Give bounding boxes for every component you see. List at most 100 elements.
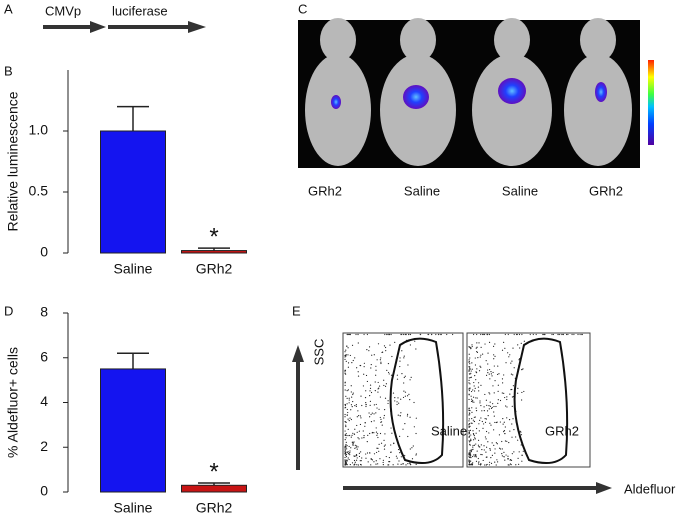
event-dot [497,390,499,392]
y-tick-label: 4 [40,393,48,409]
event-dot [379,416,381,419]
event-dot [487,352,489,354]
event-dot [469,363,471,365]
event-dot [468,441,471,443]
event-dot [388,373,390,375]
event-dot [359,415,362,417]
event-dot [483,333,486,336]
event-dot [470,464,472,466]
event-dot [468,408,470,410]
mouse-head [580,18,616,62]
event-dot [483,423,485,425]
event-dot [470,422,472,424]
event-dot [489,405,491,407]
event-dot [397,414,399,416]
event-dot [493,354,495,356]
event-dot [375,374,377,376]
event-dot [503,392,505,394]
event-dot [344,438,346,441]
event-dot [469,444,471,446]
event-dot [370,464,372,466]
event-dot [468,453,470,455]
panel-label: B [4,63,13,78]
event-dot [510,459,513,461]
panel-label: A [4,1,13,16]
event-dot [415,463,417,465]
event-dot [521,391,523,394]
event-dot [470,372,472,374]
event-dot [356,431,358,433]
gate-label: GRh2 [545,423,579,438]
event-dot [493,365,495,367]
image-label: GRh2 [308,183,342,198]
event-dot [490,457,492,459]
event-dot [511,360,513,362]
event-dot [491,442,493,444]
event-dot [403,382,405,384]
event-dot [369,390,371,392]
event-dot [413,401,415,404]
event-dot [352,432,354,434]
event-dot [345,437,347,439]
event-dot [347,366,349,368]
event-dot [472,446,474,448]
event-dot [508,418,511,421]
event-dot [383,439,385,441]
event-dot [480,354,482,356]
event-dot [410,376,412,378]
event-dot [521,460,523,462]
event-dot [499,421,501,423]
event-dot [344,421,346,423]
event-dot [507,455,509,457]
y-tick-label: 2 [40,438,48,454]
event-dot [363,437,365,439]
gate [513,337,569,465]
event-dot [478,390,480,392]
event-dot [475,456,478,458]
event-dot [469,429,472,431]
event-dot [499,399,502,402]
event-dot [517,344,519,346]
event-dot [477,382,480,384]
event-dot [468,409,470,411]
event-dot [472,430,474,432]
signal [595,82,607,102]
event-dot [523,340,525,342]
event-dot [409,333,412,336]
event-dot [396,457,398,459]
event-dot [346,448,348,450]
event-dot [377,436,379,439]
event-dot [347,411,349,414]
event-dot [510,362,512,364]
event-dot [344,356,346,358]
event-dot [468,412,471,414]
event-dot [468,382,470,384]
event-dot [396,401,398,403]
event-dot [378,450,380,452]
event-dot [475,347,477,349]
mouse-head [400,18,436,62]
panel-label: D [4,303,13,318]
event-dot [476,450,478,452]
event-dot [495,464,497,466]
event-dot [470,456,472,459]
axis-label: SSC [311,339,326,366]
event-dot [469,460,472,462]
image-label: GRh2 [589,183,623,198]
event-dot [517,439,519,441]
event-dot [471,449,473,451]
event-dot [344,403,346,406]
event-dot [497,384,499,386]
event-dot [377,381,379,384]
event-dot [397,448,400,451]
event-dot [356,464,358,466]
event-dot [517,457,519,459]
event-dot [390,451,392,453]
event-dot [378,443,380,445]
event-dot [384,444,386,446]
event-dot [351,362,353,364]
event-dot [394,341,396,343]
event-dot [474,387,476,389]
event-dot [491,375,493,377]
event-dot [347,451,349,453]
